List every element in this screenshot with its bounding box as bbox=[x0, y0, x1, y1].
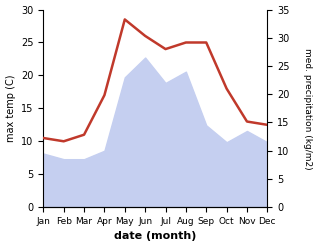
Y-axis label: max temp (C): max temp (C) bbox=[5, 75, 16, 142]
X-axis label: date (month): date (month) bbox=[114, 231, 197, 242]
Y-axis label: med. precipitation (kg/m2): med. precipitation (kg/m2) bbox=[303, 48, 313, 169]
